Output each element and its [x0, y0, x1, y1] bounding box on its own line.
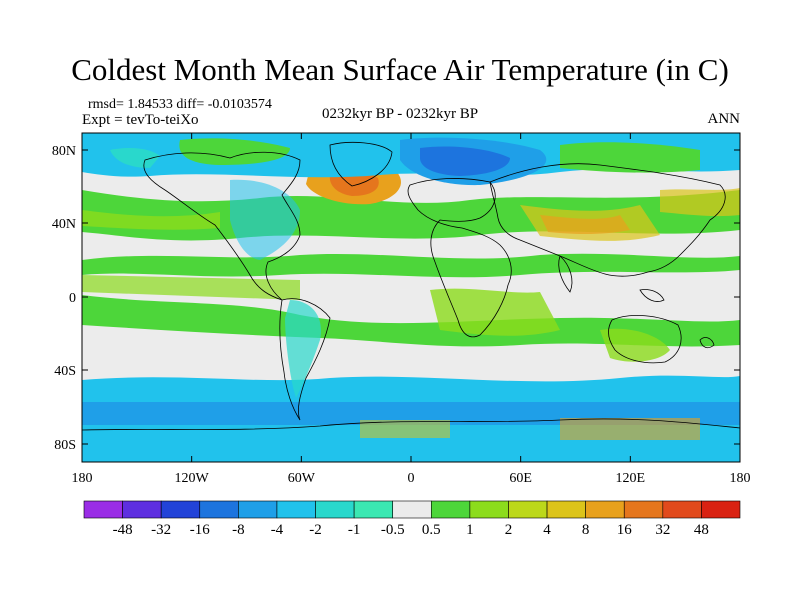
colorbar-swatch — [238, 500, 278, 519]
lat-tick-label: 80N — [52, 144, 76, 159]
colorbar-swatch — [508, 500, 548, 519]
colorbar-label: 32 — [655, 522, 670, 538]
temperature-map — [82, 133, 740, 462]
coastline-layer — [82, 141, 740, 431]
colorbar-swatch — [430, 500, 471, 519]
colorbar-swatch — [701, 500, 741, 519]
colorbar-label: -8 — [232, 522, 245, 538]
colorbar-label: -1 — [348, 522, 361, 538]
lon-tick-label: 120E — [616, 471, 646, 486]
colorbar-swatch — [585, 500, 625, 519]
lon-tick-label: 60W — [288, 471, 316, 486]
lat-tick-label: 0 — [69, 291, 76, 306]
lat-tick-label: 40N — [52, 217, 76, 232]
colorbar-swatch — [83, 500, 123, 519]
colorbar-label: 16 — [617, 522, 633, 538]
colorbar-swatch — [160, 500, 201, 519]
colorbar-label: 0.5 — [422, 522, 441, 538]
longitude-axis: 180 120W 60W 0 60E 120E 180 — [72, 133, 751, 486]
colorbar-label: -2 — [309, 522, 322, 538]
colorbar-swatch — [276, 500, 316, 519]
colorbar-swatch — [469, 500, 509, 519]
colorbar-label: 1 — [466, 522, 474, 538]
colorbar-swatch — [122, 500, 162, 519]
temperature-field-layer — [82, 133, 740, 462]
lon-tick-label: 0 — [408, 471, 415, 486]
colorbar-label: -16 — [190, 522, 210, 538]
colorbar-swatch — [353, 500, 394, 519]
colorbar-label: 8 — [582, 522, 590, 538]
colorbar-label: -32 — [151, 522, 171, 538]
colorbar-swatch — [392, 500, 432, 519]
colorbar-label: 4 — [543, 522, 551, 538]
colorbar-swatch — [623, 500, 664, 519]
colorbar-label: -48 — [113, 522, 133, 538]
lon-tick-label: 60E — [509, 471, 532, 486]
colorbar-label: -4 — [271, 522, 284, 538]
colorbar-label: -0.5 — [381, 522, 405, 538]
colorbar-swatch — [315, 500, 355, 519]
colorbar-swatch — [546, 500, 586, 519]
colorbar-label: 2 — [505, 522, 513, 538]
lat-tick-label: 40S — [54, 364, 76, 379]
lon-tick-label: 180 — [72, 471, 93, 486]
colorbar: -48 -32 -16 -8 -4 -2 -1 -0.5 0.5 1 2 4 8 16 32 48 — [83, 500, 741, 538]
rmsd-diff-stats: rmsd= 1.84533 diff= -0.0103574 — [88, 97, 272, 112]
season-label: ANN — [707, 111, 741, 127]
colorbar-label: 48 — [694, 522, 709, 538]
lon-tick-label: 180 — [730, 471, 751, 486]
period-label: 0232kyr BP - 0232kyr BP — [321, 106, 479, 122]
latitude-axis: 80N 40N 0 40S 80S — [52, 144, 740, 453]
colorbar-swatch — [662, 500, 702, 519]
experiment-label: Expt = tevTo-teiXo — [82, 112, 199, 128]
colorbar-swatch — [199, 500, 239, 519]
lon-tick-label: 120W — [175, 471, 210, 486]
map-title: Coldest Month Mean Surface Air Temperatu… — [71, 52, 729, 87]
lat-tick-label: 80S — [54, 438, 76, 453]
